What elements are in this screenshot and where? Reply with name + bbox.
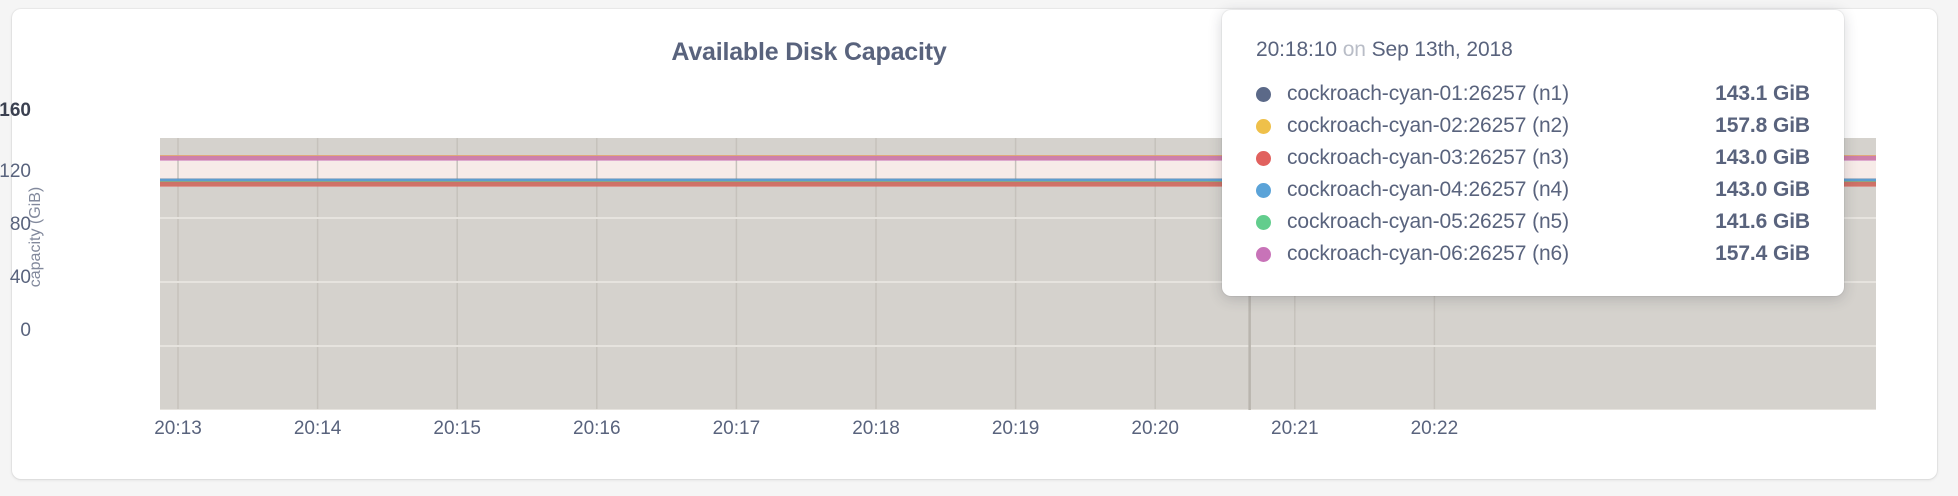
tooltip-row: cockroach-cyan-02:26257 (n2) 157.8 GiB [1256,110,1810,142]
tooltip-series-value: 157.8 GiB [1715,114,1810,137]
tooltip-series-name: cockroach-cyan-01:26257 (n1) [1287,82,1570,105]
x-tick-label: 20:17 [712,418,761,439]
x-tick-label: 20:20 [1131,418,1179,439]
chart-title-row: Available Disk Capacity [0,38,1958,67]
series-color-dot-icon [1256,150,1271,166]
y-tick-label: 0 [20,320,31,341]
page-title: Available Disk Capacity [671,38,947,66]
tooltip-series-name: cockroach-cyan-04:26257 (n4) [1287,178,1570,201]
x-tick-label: 20:18 [852,418,900,439]
y-tick-label: 80 [9,214,31,235]
tooltip-row: cockroach-cyan-03:26257 (n3) 143.0 GiB [1256,142,1810,174]
tooltip-series-name: cockroach-cyan-06:26257 (n6) [1287,242,1570,265]
tooltip-header: 20:18:10 on Sep 13th, 2018 [1256,38,1810,62]
series-color-dot-icon [1256,86,1271,102]
x-tick-label: 20:14 [293,418,342,439]
tooltip-series-name: cockroach-cyan-02:26257 (n2) [1287,114,1570,137]
tooltip-row: cockroach-cyan-04:26257 (n4) 143.0 GiB [1256,174,1810,206]
tooltip-on-word: on [1342,38,1366,61]
hover-tooltip: 20:18:10 on Sep 13th, 2018 cockroach-cya… [1222,10,1844,296]
tooltip-date: Sep 13th, 2018 [1371,38,1513,61]
x-tick-label: 20:22 [1410,418,1459,439]
tooltip-series-value: 143.0 GiB [1715,178,1810,201]
x-tick-label: 20:15 [433,418,481,439]
tooltip-row: cockroach-cyan-06:26257 (n6) 157.4 GiB [1256,238,1810,270]
tooltip-series-value: 141.6 GiB [1715,210,1810,233]
tooltip-series-value: 157.4 GiB [1715,242,1810,265]
series-color-dot-icon [1256,182,1271,198]
x-tick-label: 20:13 [154,418,202,439]
series-color-dot-icon [1256,214,1271,230]
tooltip-series-name: cockroach-cyan-03:26257 (n3) [1287,146,1570,169]
x-tick-label: 20:19 [991,418,1040,439]
tooltip-series-list: cockroach-cyan-01:26257 (n1) 143.1 GiB coc… [1256,78,1810,270]
tooltip-row: cockroach-cyan-05:26257 (n5) 141.6 GiB [1256,206,1810,238]
x-tick-label: 20:21 [1271,418,1319,439]
tooltip-series-value: 143.1 GiB [1715,82,1810,105]
series-color-dot-icon [1256,246,1271,262]
tooltip-series-value: 143.0 GiB [1715,146,1810,169]
tooltip-time: 20:18:10 [1256,38,1337,61]
tooltip-row: cockroach-cyan-01:26257 (n1) 143.1 GiB [1256,78,1810,110]
series-color-dot-icon [1256,118,1271,134]
y-tick-label: 40 [9,267,31,288]
tooltip-series-name: cockroach-cyan-05:26257 (n5) [1287,210,1570,233]
x-tick-label: 20:16 [573,418,621,439]
y-tick-label: 160 [0,100,31,121]
y-tick-label: 120 [0,161,31,182]
y-axis: capacity (GiB) [0,0,160,496]
